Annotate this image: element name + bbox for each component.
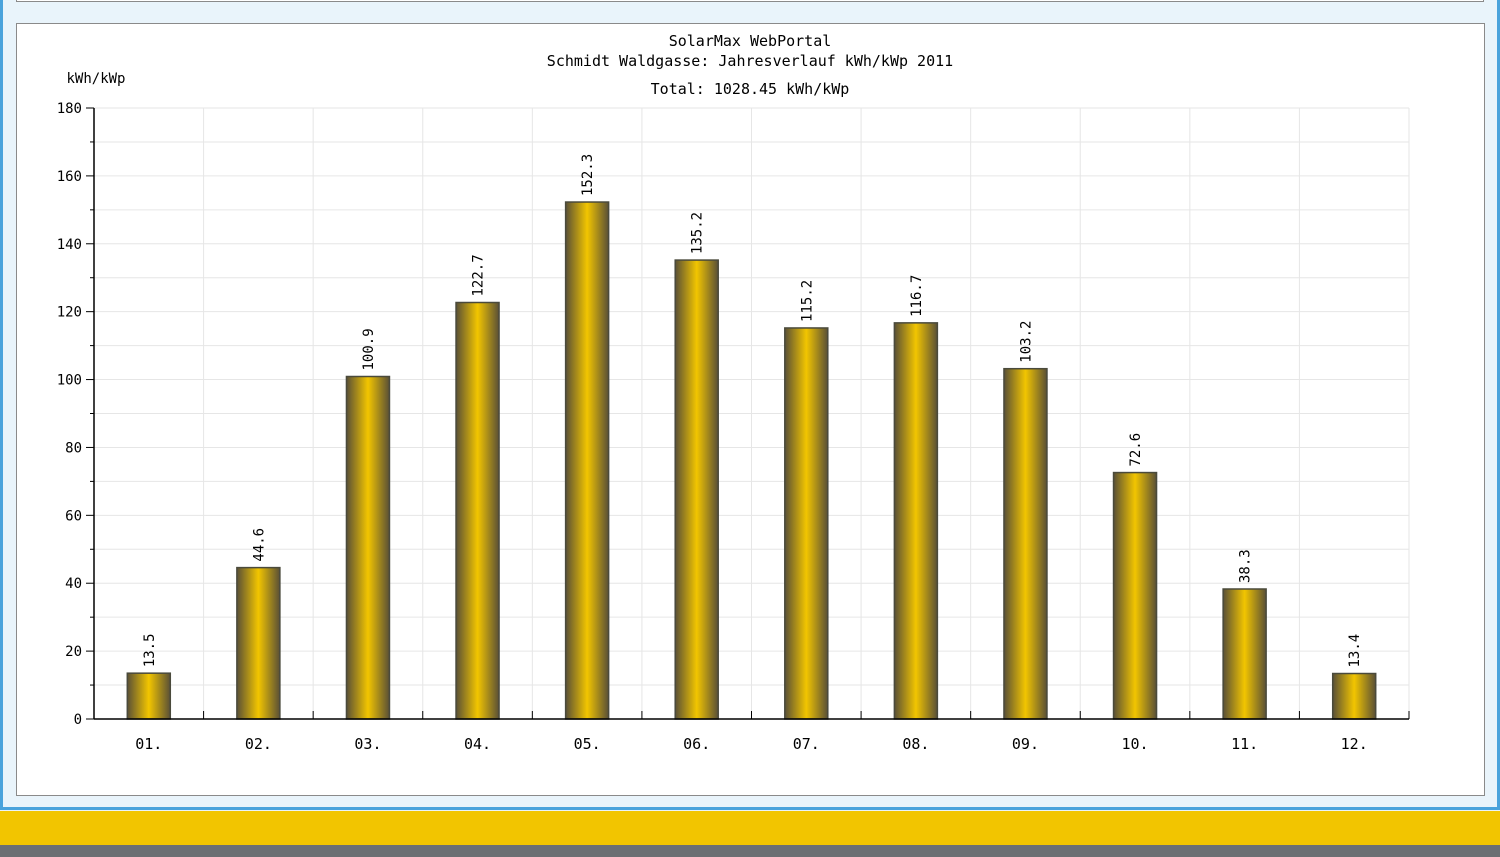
y-tick-label: 100: [57, 373, 82, 389]
bar: [784, 327, 829, 720]
bar-value-label: 135.2: [690, 212, 706, 254]
grid: [94, 107, 1410, 719]
bar-value-label: 100.9: [361, 328, 377, 370]
bar-value-label: 122.7: [471, 254, 487, 296]
x-tick-label: 12.: [1341, 735, 1368, 753]
bars: 13.5 44.6 100.9 122.7 152.3 135.2 115.2 116.7 10…: [126, 154, 1377, 720]
bar-value-label: 13.4: [1347, 634, 1363, 668]
y-tick-label: 60: [65, 508, 82, 524]
bar: [893, 322, 939, 720]
bar: [1222, 588, 1267, 720]
y-tick-label: 120: [57, 305, 82, 321]
bar-value-label: 72.6: [1128, 433, 1144, 467]
bar: [674, 259, 719, 720]
chart-total: Total: 1028.45 kWh/kWp: [651, 80, 850, 98]
bar-value-label: 44.6: [251, 528, 267, 562]
y-tick-label: 160: [57, 169, 82, 185]
bar: [345, 375, 391, 720]
x-tick-label: 04.: [464, 735, 491, 753]
x-tick-label: 02.: [245, 735, 272, 753]
y-tick-label: 180: [57, 101, 82, 117]
bar-value-label: 103.2: [1018, 321, 1034, 363]
x-tick-label: 03.: [354, 735, 381, 753]
bar-value-label: 115.2: [799, 280, 815, 322]
y-tick-label: 0: [74, 712, 82, 728]
y-tick-label: 40: [65, 576, 82, 592]
bar: [1003, 367, 1048, 720]
x-tick-label: 11.: [1231, 735, 1258, 753]
y-tick-label: 80: [65, 440, 82, 456]
bar: [236, 566, 281, 720]
x-tick-label: 01.: [135, 735, 162, 753]
footer-gray-bar: [0, 845, 1500, 857]
bar-value-label: 116.7: [909, 275, 925, 317]
footer-yellow-bar: [0, 811, 1500, 845]
bar-value-label: 13.5: [142, 633, 158, 667]
bar-value-label: 38.3: [1238, 549, 1254, 583]
x-tick-label: 09.: [1012, 735, 1039, 753]
y-axis-label: kWh/kWp: [66, 71, 125, 87]
bar: [564, 201, 610, 720]
bar: [1331, 672, 1377, 720]
x-tick-label: 08.: [902, 735, 929, 753]
bar: [1112, 471, 1158, 720]
bar-value-label: 152.3: [580, 154, 596, 196]
y-tick-label: 20: [65, 644, 82, 660]
x-tick-label: 06.: [683, 735, 710, 753]
top-panel: [16, 0, 1484, 2]
x-tick-label: 07.: [793, 735, 820, 753]
y-tick-label: 140: [57, 237, 82, 253]
chart-subtitle: Schmidt Waldgasse: Jahresverlauf kWh/kWp…: [547, 52, 953, 70]
x-tick-label: 10.: [1121, 735, 1148, 753]
bar: [126, 672, 172, 720]
chart-title: SolarMax WebPortal: [669, 32, 832, 50]
x-tick-label: 05.: [574, 735, 601, 753]
axes: 0 20 40 60 80 100 120 140 160 180 01. 02. 03. 04. 05. 0…: [57, 101, 1410, 753]
bar: [455, 301, 500, 720]
